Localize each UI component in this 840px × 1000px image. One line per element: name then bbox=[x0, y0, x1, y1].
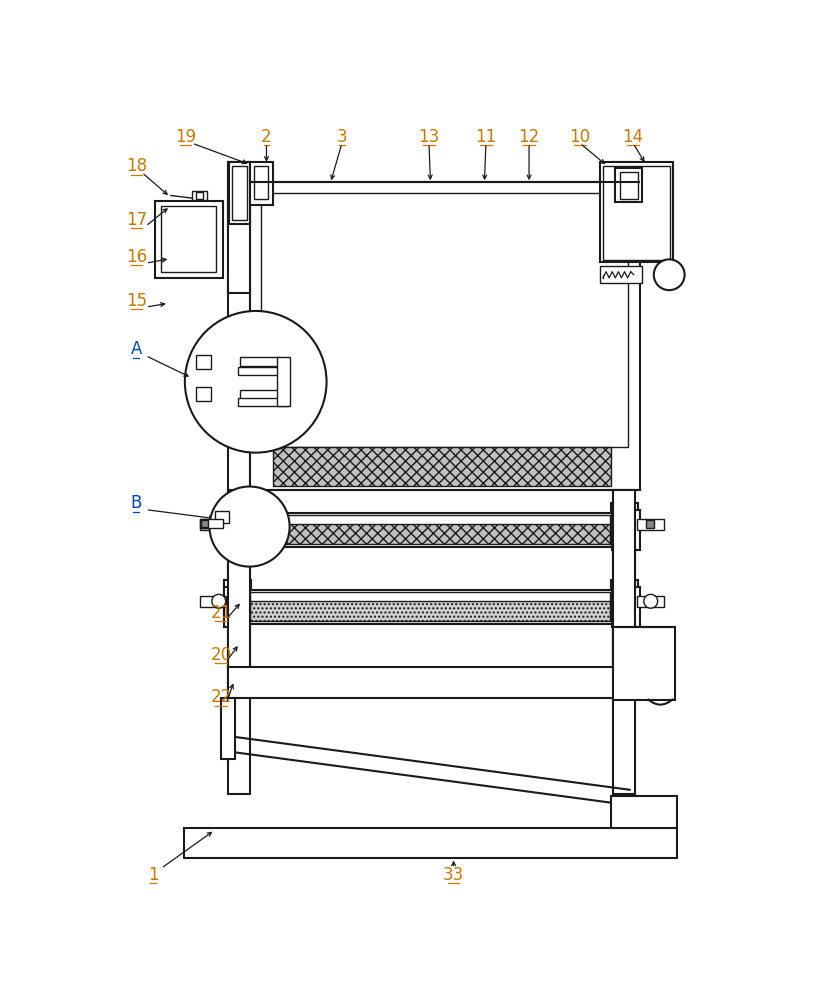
Bar bbox=[228, 162, 249, 293]
Bar bbox=[184, 828, 677, 858]
Bar bbox=[224, 587, 249, 627]
Bar bbox=[232, 166, 247, 220]
Bar bbox=[228, 490, 249, 667]
Text: 16: 16 bbox=[126, 248, 147, 266]
Bar bbox=[228, 667, 634, 698]
Text: 3: 3 bbox=[337, 128, 347, 146]
Bar bbox=[198, 389, 209, 399]
Bar bbox=[224, 590, 636, 624]
Text: 15: 15 bbox=[126, 292, 147, 310]
Bar bbox=[198, 357, 209, 366]
Bar bbox=[200, 519, 223, 528]
Bar bbox=[620, 172, 638, 199]
Bar bbox=[201, 520, 208, 527]
Bar bbox=[197, 192, 202, 199]
Bar bbox=[612, 580, 638, 597]
Bar bbox=[613, 627, 675, 700]
Bar bbox=[196, 355, 211, 369]
Bar bbox=[228, 162, 250, 224]
Bar bbox=[224, 503, 251, 520]
Text: 1: 1 bbox=[148, 866, 159, 884]
Circle shape bbox=[185, 311, 327, 453]
Bar bbox=[612, 796, 677, 828]
Text: 13: 13 bbox=[418, 128, 439, 146]
Bar bbox=[161, 206, 217, 272]
Text: 17: 17 bbox=[126, 211, 147, 229]
Bar bbox=[613, 162, 634, 794]
Text: 18: 18 bbox=[126, 157, 147, 175]
Bar bbox=[255, 166, 268, 199]
Bar bbox=[224, 510, 249, 550]
Bar bbox=[249, 523, 610, 544]
Bar bbox=[613, 490, 634, 667]
Text: 21: 21 bbox=[211, 604, 232, 622]
Circle shape bbox=[643, 594, 658, 608]
Bar bbox=[249, 592, 610, 601]
Bar bbox=[221, 698, 235, 759]
Text: A: A bbox=[131, 340, 142, 358]
Bar bbox=[600, 266, 643, 283]
Circle shape bbox=[212, 594, 226, 608]
Bar bbox=[200, 519, 227, 530]
Bar bbox=[612, 510, 640, 550]
Bar bbox=[238, 398, 288, 406]
Bar bbox=[600, 162, 673, 262]
Bar bbox=[261, 193, 628, 447]
Bar bbox=[200, 596, 227, 607]
Bar bbox=[155, 201, 223, 278]
Circle shape bbox=[654, 259, 685, 290]
Text: 12: 12 bbox=[518, 128, 539, 146]
Bar bbox=[224, 513, 636, 547]
Text: 19: 19 bbox=[175, 128, 197, 146]
Text: B: B bbox=[131, 494, 142, 512]
Text: 11: 11 bbox=[475, 128, 496, 146]
Bar bbox=[201, 520, 209, 528]
Text: 22: 22 bbox=[211, 688, 232, 706]
Bar bbox=[240, 389, 279, 399]
Bar bbox=[612, 503, 638, 520]
Bar bbox=[240, 357, 279, 366]
Bar bbox=[224, 580, 251, 597]
Bar bbox=[276, 357, 291, 406]
Bar bbox=[215, 511, 228, 523]
Bar bbox=[603, 166, 670, 260]
Text: 14: 14 bbox=[622, 128, 643, 146]
Text: 10: 10 bbox=[570, 128, 591, 146]
Bar bbox=[637, 596, 664, 607]
Text: 33: 33 bbox=[443, 866, 465, 884]
Bar bbox=[637, 519, 664, 530]
Bar bbox=[192, 191, 207, 200]
Bar bbox=[249, 600, 610, 621]
Bar bbox=[228, 162, 249, 794]
Bar bbox=[249, 515, 610, 524]
Text: 20: 20 bbox=[211, 646, 232, 664]
Bar bbox=[238, 367, 288, 375]
Bar bbox=[273, 447, 612, 486]
Bar bbox=[615, 168, 643, 202]
Bar bbox=[249, 182, 640, 490]
Bar bbox=[646, 520, 654, 528]
Text: 2: 2 bbox=[261, 128, 272, 146]
Bar bbox=[196, 387, 211, 401]
Bar bbox=[612, 587, 640, 627]
Bar bbox=[249, 162, 273, 205]
Circle shape bbox=[209, 487, 290, 567]
